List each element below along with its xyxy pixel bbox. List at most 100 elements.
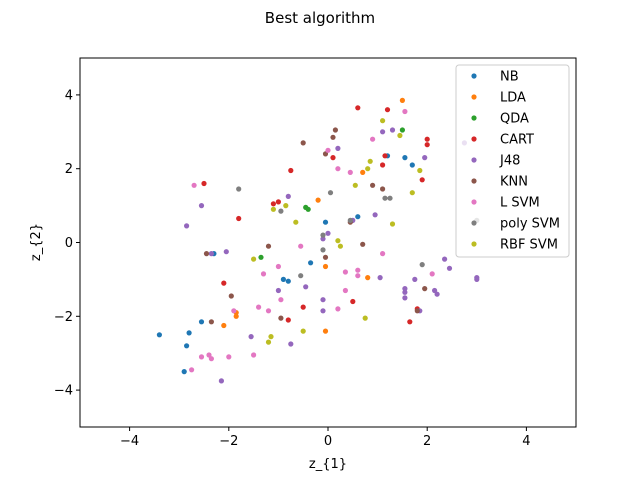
- point-knn-9: [370, 182, 376, 188]
- point-poly-svm-4: [320, 247, 326, 253]
- point-rbf-svm-7: [335, 238, 341, 244]
- point-nb-0: [156, 332, 162, 338]
- point-cart-15: [300, 304, 306, 310]
- point-lda-2: [233, 313, 239, 319]
- point-cart-11: [424, 142, 430, 148]
- point-rbf-svm-4: [283, 203, 289, 209]
- point-cart-7: [384, 107, 391, 113]
- point-nb-2: [184, 343, 190, 349]
- point-cart-16: [350, 298, 356, 305]
- legend-label: poly SVM: [500, 217, 560, 232]
- x-tick-label: −4: [120, 434, 139, 449]
- y-tick-label: 4: [65, 88, 73, 103]
- point-lda-7: [360, 169, 366, 175]
- point-l-svm-19: [325, 147, 331, 153]
- point-knn-14: [422, 286, 428, 292]
- legend-marker: [471, 220, 477, 226]
- point-l-svm-18: [335, 166, 341, 172]
- scatter-points: [156, 97, 480, 384]
- point-l-svm-8: [256, 304, 262, 310]
- y-tick-label: 0: [65, 236, 73, 251]
- point-l-svm-14: [342, 269, 348, 275]
- y-axis-ticks: −4 −2 0 2 4: [54, 88, 80, 399]
- point-j48-26: [446, 265, 453, 271]
- point-knn-1: [208, 319, 214, 325]
- point-l-svm-12: [275, 263, 281, 270]
- point-l-svm-10: [278, 297, 284, 303]
- point-rbf-svm-15: [397, 132, 403, 139]
- x-axis-label: z_{1}: [309, 457, 347, 472]
- point-rbf-svm-0: [268, 334, 274, 340]
- point-knn-13: [360, 241, 366, 247]
- point-nb-4: [198, 319, 205, 325]
- point-j48-16: [248, 334, 254, 340]
- legend-marker: [471, 94, 477, 100]
- point-rbf-svm-10: [367, 158, 373, 164]
- legend-marker: [471, 157, 477, 163]
- point-l-svm-1: [189, 367, 195, 373]
- point-nb-3: [186, 330, 192, 336]
- point-j48-32: [372, 212, 378, 218]
- point-l-svm-13: [298, 243, 304, 249]
- point-l-svm-20: [370, 136, 376, 142]
- point-l-svm-0: [191, 182, 197, 188]
- point-qda-2: [303, 204, 309, 210]
- point-j48-7: [335, 145, 341, 151]
- point-cart-4: [288, 167, 294, 174]
- point-l-svm-22: [380, 251, 386, 257]
- point-nb-12: [402, 155, 408, 161]
- y-tick-label: −4: [54, 384, 73, 399]
- point-j48-23: [432, 287, 438, 294]
- point-j48-0: [184, 223, 190, 229]
- point-rbf-svm-9: [365, 166, 371, 172]
- x-axis-ticks: −4 −2 0 2 4: [120, 427, 531, 449]
- point-j48-4: [285, 193, 291, 199]
- point-knn-6: [330, 134, 336, 140]
- legend-label: L SVM: [500, 196, 540, 211]
- point-l-svm-24: [342, 287, 348, 294]
- point-l-svm-25: [335, 306, 341, 312]
- point-knn-5: [300, 140, 306, 146]
- point-l-svm-16: [355, 273, 361, 279]
- point-l-svm-17: [347, 169, 353, 175]
- point-j48-31: [377, 275, 383, 281]
- point-lda-6: [399, 97, 405, 103]
- point-j48-20: [402, 295, 408, 301]
- y-axis-label: z_{2}: [29, 223, 44, 261]
- point-j48-12: [303, 284, 309, 290]
- legend-label: LDA: [500, 91, 526, 106]
- point-poly-svm-8: [387, 195, 393, 201]
- point-cart-0: [201, 180, 207, 187]
- point-cart-13: [221, 280, 227, 286]
- point-j48-24: [434, 291, 440, 297]
- legend-box: [455, 64, 570, 258]
- point-j48-18: [402, 286, 408, 292]
- point-cart-5: [330, 155, 336, 161]
- point-cart-9: [380, 162, 386, 168]
- point-cart-10: [424, 136, 430, 142]
- y-tick-label: 2: [65, 162, 73, 177]
- point-j48-13: [320, 297, 326, 303]
- point-j48-8: [380, 129, 386, 135]
- point-j48-15: [288, 341, 294, 347]
- x-tick-label: −2: [219, 434, 238, 449]
- point-knn-7: [332, 127, 338, 133]
- point-poly-svm-2: [327, 190, 334, 196]
- point-rbf-svm-6: [300, 328, 306, 334]
- point-rbf-svm-3: [270, 206, 276, 212]
- point-rbf-svm-12: [389, 221, 396, 227]
- point-l-svm-3: [206, 352, 212, 358]
- point-cart-2: [270, 201, 276, 207]
- point-nb-13: [409, 162, 415, 168]
- point-rbf-svm-8: [352, 182, 358, 188]
- point-knn-4: [278, 315, 284, 321]
- point-cart-14: [285, 317, 291, 323]
- point-j48-17: [275, 287, 281, 294]
- point-qda-3: [399, 127, 405, 133]
- point-j48-2: [218, 378, 224, 384]
- point-poly-svm-7: [382, 195, 388, 201]
- point-j48-25: [442, 256, 448, 262]
- legend-label: KNN: [500, 175, 528, 190]
- point-knn-10: [380, 186, 386, 192]
- point-rbf-svm-5: [293, 219, 299, 225]
